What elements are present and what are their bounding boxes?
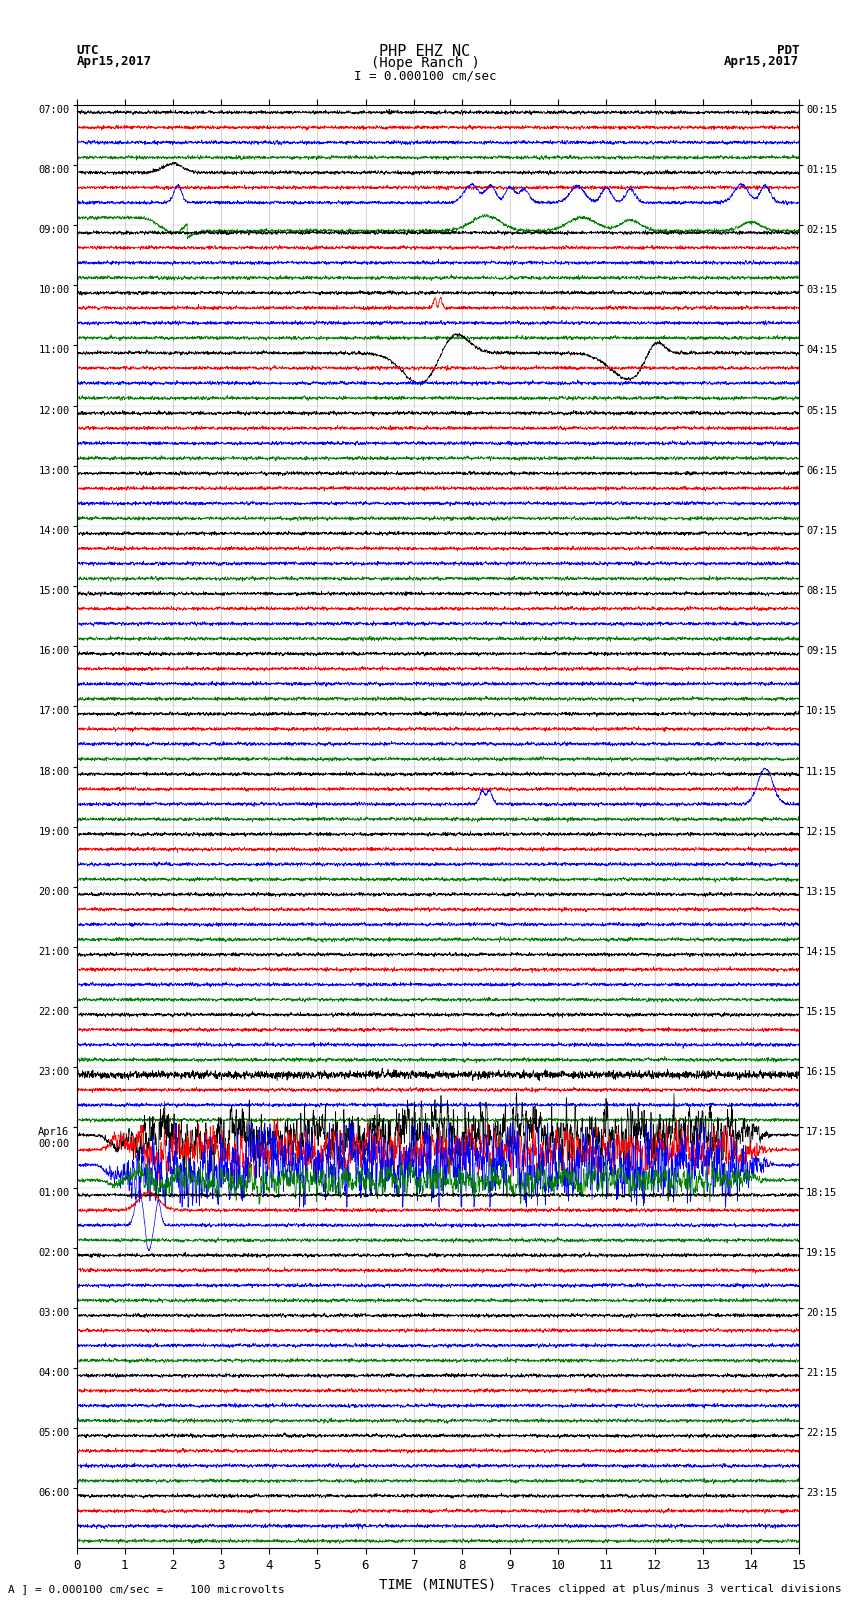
Text: I = 0.000100 cm/sec: I = 0.000100 cm/sec — [354, 69, 496, 82]
X-axis label: TIME (MINUTES): TIME (MINUTES) — [379, 1578, 496, 1592]
Text: UTC: UTC — [76, 44, 99, 56]
Text: Apr15,2017: Apr15,2017 — [724, 55, 799, 68]
Text: (Hope Ranch ): (Hope Ranch ) — [371, 56, 479, 69]
Text: A ] = 0.000100 cm/sec =    100 microvolts: A ] = 0.000100 cm/sec = 100 microvolts — [8, 1584, 286, 1594]
Text: Apr15,2017: Apr15,2017 — [76, 55, 151, 68]
Text: PDT: PDT — [777, 44, 799, 56]
Text: PHP EHZ NC: PHP EHZ NC — [379, 44, 471, 60]
Text: Traces clipped at plus/minus 3 vertical divisions: Traces clipped at plus/minus 3 vertical … — [511, 1584, 842, 1594]
